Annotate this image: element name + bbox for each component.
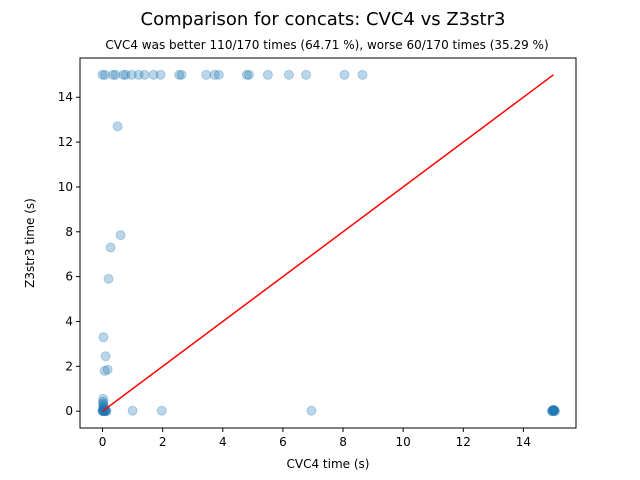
scatter-point [127,405,138,416]
scatter-point [243,69,254,80]
scatter-point [241,69,252,80]
y-tick-label: 2 [65,359,73,373]
scatter-point [99,365,110,376]
plot-frame [79,57,577,429]
y-tick-label: 6 [65,270,73,284]
scatter-point [112,121,123,132]
scatter-point [108,69,119,80]
scatter-point [213,69,224,80]
scatter-point [115,230,126,241]
scatter-point [156,405,167,416]
scatter-point [546,406,557,417]
x-tick-label: 0 [99,435,107,449]
y-tick-label: 4 [65,314,73,328]
scatter-point [547,405,558,416]
y-tick-label: 8 [65,225,73,239]
scatter-point [101,405,112,416]
scatter-point [99,69,110,80]
scatter-point [548,406,559,417]
scatter-point [110,69,121,80]
x-axis-label: CVC4 time (s) [287,457,370,471]
scatter-point [103,273,114,284]
scatter-point [118,69,129,80]
scatter-point [301,69,312,80]
scatter-point [201,69,212,80]
scatter-point [102,364,113,375]
scatter-point [98,403,109,414]
scatter-point [126,69,137,80]
scatter-point [98,399,109,410]
scatter-point [139,69,150,80]
scatter-point [306,405,317,416]
reference-line [102,74,554,412]
scatter-point [176,69,187,80]
scatter-point [262,69,273,80]
chart-subtitle: CVC4 was better 110/170 times (64.71 %),… [105,38,548,52]
scatter-point [100,405,111,416]
x-tick-label: 10 [396,435,411,449]
scatter-point [549,405,560,416]
y-tick-label: 14 [58,90,73,104]
y-tick-label: 0 [65,404,73,418]
scatter-point [99,406,110,417]
scatter-point [548,405,559,416]
x-tick-label: 4 [219,435,227,449]
x-axis-ticks: 0 2 4 6 8 10 12 14 [99,428,531,449]
y-tick-label: 10 [58,180,73,194]
x-tick-label: 8 [339,435,347,449]
scatter-point [549,405,560,416]
y-axis-label: Z3str3 time (s) [23,198,37,288]
scatter-point [174,69,185,80]
scatter-point [98,396,109,407]
scatter-point [548,404,559,415]
x-tick-label: 6 [279,435,287,449]
scatter-point [548,405,559,416]
scatter-point [98,332,109,343]
x-tick-label: 12 [456,435,471,449]
scatter-point [547,405,558,416]
scatter-point [98,393,109,404]
reference-line-layer [102,74,554,412]
scatter-point [120,69,131,80]
scatter-point [101,406,112,417]
scatter-point [133,69,144,80]
scatter-point [339,69,350,80]
scatter-point [357,69,368,80]
y-axis-ticks: 0 2 4 6 8 10 12 14 [58,90,80,418]
scatter-point [209,69,220,80]
scatter-point [549,406,560,417]
scatter-point [105,242,116,253]
scatter-point [100,351,111,362]
scatter-point [148,69,159,80]
scatter-point [97,69,108,80]
chart-title: Comparison for concats: CVC4 vs Z3str3 [141,9,506,30]
x-tick-label: 2 [159,435,167,449]
x-tick-label: 14 [516,435,531,449]
scatter-point [155,69,166,80]
y-tick-label: 12 [58,135,73,149]
scatter-point [283,69,294,80]
scatter-point [98,398,109,409]
